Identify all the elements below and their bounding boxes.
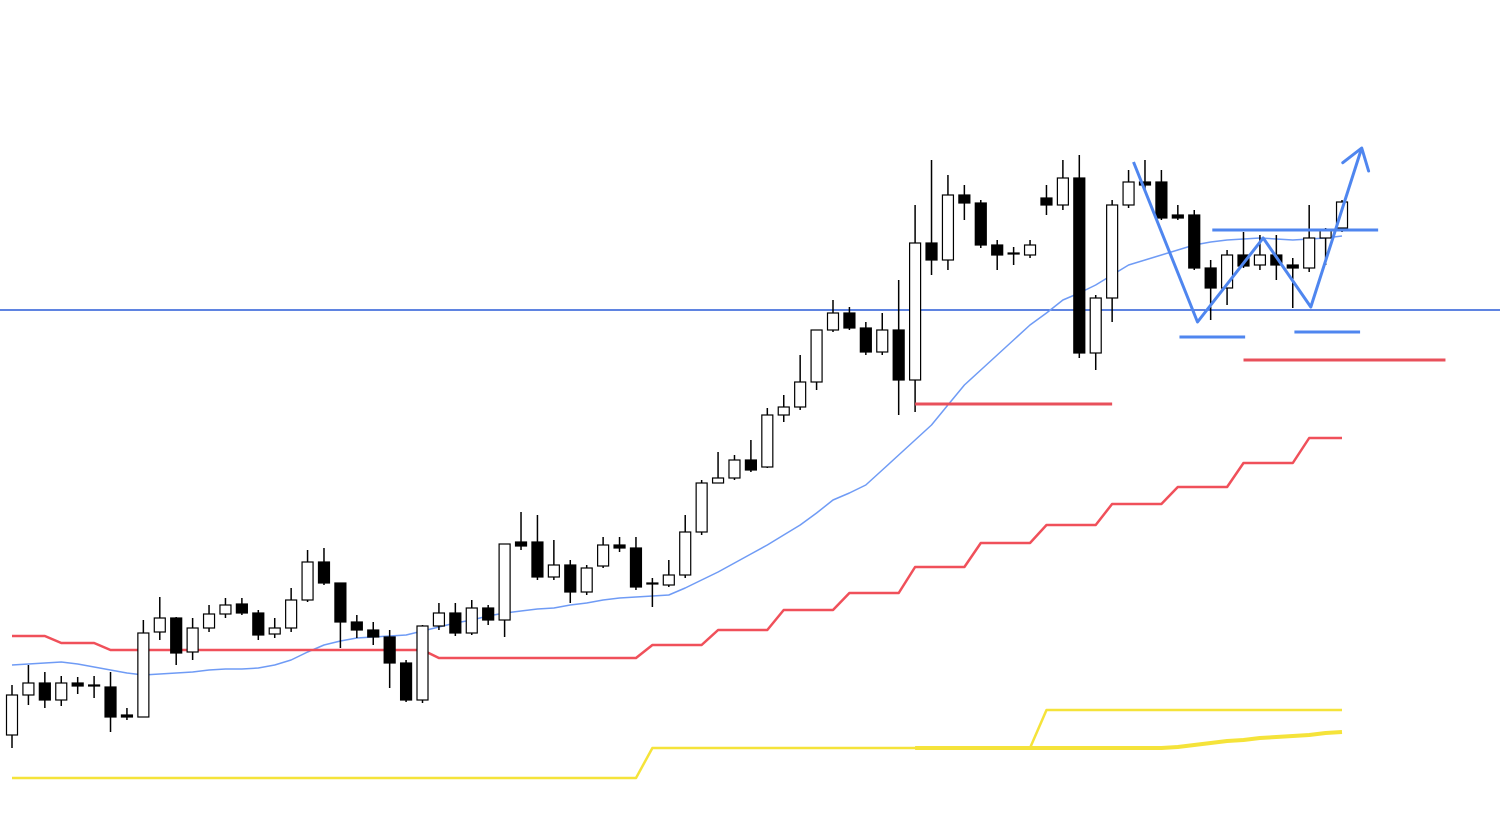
- candle-body: [514, 541, 528, 547]
- candle-body: [301, 561, 314, 601]
- candle-body: [662, 574, 675, 586]
- candle-body: [794, 381, 807, 408]
- candle-body: [1089, 297, 1102, 354]
- candle-body: [958, 194, 971, 204]
- candle-body: [613, 544, 626, 549]
- candle-body: [1220, 254, 1234, 289]
- candle-body: [1237, 254, 1250, 267]
- candle-body: [186, 627, 199, 653]
- candle-body: [843, 312, 856, 329]
- candle-body: [383, 636, 396, 664]
- candle-body: [1155, 181, 1168, 219]
- candle-body: [219, 604, 232, 615]
- candle-body: [202, 613, 216, 629]
- candle-body: [465, 607, 478, 634]
- candle-body: [925, 242, 938, 261]
- candle-body: [597, 544, 610, 567]
- candle-body: [531, 541, 544, 578]
- candle-body: [1040, 197, 1053, 206]
- candle-body: [564, 564, 577, 593]
- candle-body: [777, 406, 790, 416]
- candle-body: [1122, 181, 1135, 206]
- candle-body: [416, 625, 429, 701]
- candle-body: [1335, 201, 1349, 229]
- candle-body: [71, 682, 84, 687]
- candle-body: [547, 564, 560, 578]
- candle-body: [432, 612, 446, 627]
- candle-body: [892, 329, 905, 381]
- pattern-arrowhead: [1341, 146, 1371, 173]
- candle-body: [235, 603, 248, 614]
- candle-body: [646, 582, 659, 585]
- candle-body: [1188, 214, 1201, 269]
- candle-body: [1253, 254, 1267, 266]
- indicator-line: [11, 235, 1343, 676]
- candle-body: [87, 684, 101, 687]
- candle-body: [1138, 181, 1152, 186]
- candle-body: [859, 327, 872, 353]
- candle-body: [1303, 237, 1316, 269]
- candle-body: [1023, 244, 1037, 256]
- candle-body: [104, 686, 117, 718]
- candle-body: [38, 682, 51, 701]
- candle-body: [285, 599, 298, 629]
- candle-body: [1056, 177, 1069, 206]
- candle-body: [55, 682, 68, 701]
- candle-body: [826, 312, 840, 331]
- candle-body: [482, 607, 495, 621]
- candle-body: [399, 662, 413, 701]
- candle-body: [137, 632, 150, 718]
- candle-body: [22, 682, 35, 696]
- candle-body: [711, 477, 725, 484]
- candle-body: [695, 482, 708, 533]
- candle-body: [1007, 252, 1020, 255]
- candle-body: [498, 543, 511, 621]
- candle-body: [1286, 264, 1299, 269]
- candle-body: [629, 547, 643, 588]
- candle-body: [1171, 214, 1184, 219]
- candle-body: [761, 414, 774, 468]
- candle-body: [876, 329, 889, 353]
- candle-body: [810, 329, 823, 383]
- candle-body: [120, 714, 134, 718]
- candle-body: [1073, 177, 1086, 354]
- indicator-line: [12, 436, 1342, 660]
- candle-body: [252, 612, 265, 636]
- indicator-line: [12, 708, 1342, 780]
- candle-body: [449, 612, 462, 634]
- candle-body: [974, 202, 987, 246]
- candle-body: [1204, 267, 1217, 289]
- candle-body: [941, 194, 955, 261]
- candle-body: [350, 621, 363, 631]
- candle-body: [744, 459, 758, 471]
- candle-body: [334, 582, 347, 623]
- candle-body: [268, 627, 281, 635]
- candle-body: [908, 242, 922, 381]
- candle-body: [367, 629, 380, 638]
- candle-body: [728, 459, 741, 479]
- candle-body: [317, 561, 331, 584]
- candle-body: [991, 244, 1004, 256]
- candle-body: [5, 694, 19, 736]
- candle-body: [153, 617, 166, 633]
- candle-body: [170, 617, 183, 654]
- pattern-line: [1132, 147, 1364, 324]
- indicator-line: [915, 730, 1343, 750]
- candle-body: [1106, 204, 1119, 299]
- candle-body: [679, 531, 692, 576]
- candle-body: [580, 567, 593, 593]
